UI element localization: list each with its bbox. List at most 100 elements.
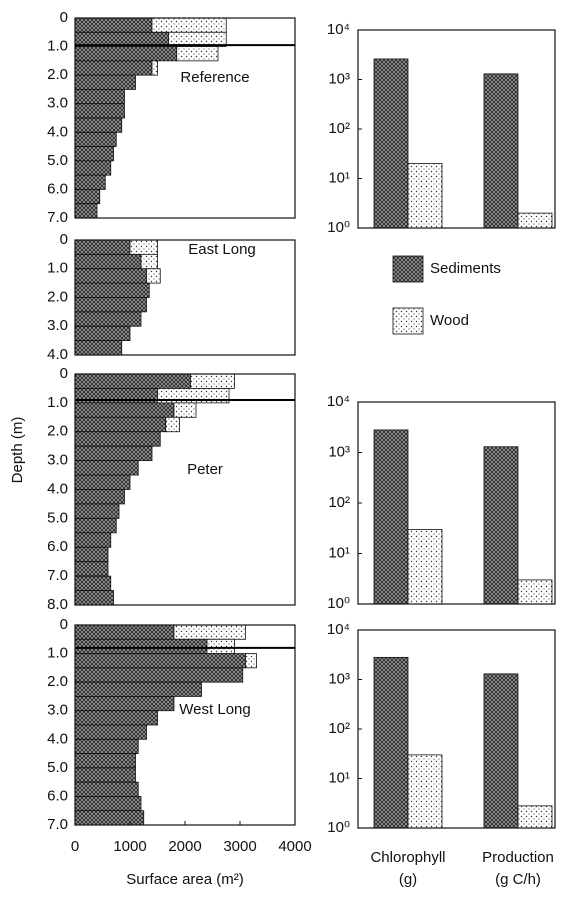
y-tick-label: 7.0 <box>47 567 68 584</box>
area-bar <box>74 60 153 76</box>
y-tick-label: 2.0 <box>47 288 68 305</box>
y-tick-label: 10³ <box>328 70 350 87</box>
y-tick-label: 10⁰ <box>327 219 350 236</box>
area-bar <box>173 402 197 418</box>
x-tick-unit: (g C/h) <box>495 871 541 888</box>
area-bar <box>74 517 117 534</box>
area-bar <box>74 532 112 548</box>
area-bar <box>74 89 125 105</box>
y-tick-label: 10¹ <box>328 769 350 786</box>
area-bar <box>74 653 246 669</box>
area-bar <box>74 681 202 697</box>
panel-frame <box>74 17 296 219</box>
x-tick-label: 4000 <box>278 838 311 855</box>
area-bar <box>74 311 142 327</box>
area-bar <box>74 624 175 640</box>
area-bar <box>74 431 161 447</box>
y-tick-label: 6.0 <box>47 538 68 555</box>
area-bar <box>74 402 175 418</box>
area-bar <box>74 561 109 577</box>
legend-label: Wood <box>430 312 469 329</box>
area-bar <box>74 575 112 591</box>
y-tick-label: 4.0 <box>47 730 68 747</box>
y-tick-label: 4.0 <box>47 480 68 497</box>
y-tick-label: 1.0 <box>47 260 68 277</box>
area-bar <box>74 103 125 119</box>
y-tick-label: 6.0 <box>47 180 68 197</box>
area-bar <box>74 710 158 726</box>
area-bar <box>74 282 150 298</box>
y-tick-label: 0 <box>60 365 68 382</box>
area-bar <box>245 653 257 669</box>
area-bar <box>74 17 153 33</box>
y-tick-label: 7.0 <box>47 816 68 833</box>
x-tick-label: 1000 <box>113 838 146 855</box>
y-tick-label: 10² <box>328 720 350 737</box>
y-tick-label: 10⁰ <box>327 595 350 612</box>
legend-label: Sediments <box>430 260 501 277</box>
y-tick-label: 4.0 <box>47 123 68 140</box>
bar <box>517 805 553 829</box>
area-bar <box>165 416 180 433</box>
area-bar <box>74 753 136 769</box>
area-bar <box>74 46 178 62</box>
area-bar <box>74 74 136 90</box>
area-bar <box>74 146 114 162</box>
bar <box>407 754 443 829</box>
y-tick-label: 2.0 <box>47 673 68 690</box>
area-bar <box>74 796 142 812</box>
area-bar <box>74 474 131 490</box>
y-axis-label: Depth (m) <box>9 417 26 484</box>
x-tick-label: 0 <box>71 838 79 855</box>
y-tick-label: 3.0 <box>47 452 68 469</box>
x-tick-label: Production <box>482 849 554 866</box>
bar <box>483 446 519 605</box>
area-bar <box>74 767 136 783</box>
area-bar <box>74 174 106 190</box>
x-tick-label: Chlorophyll <box>370 849 445 866</box>
y-tick-label: 10¹ <box>328 544 350 561</box>
area-bar <box>151 17 227 33</box>
y-tick-label: 1.0 <box>47 38 68 55</box>
bar <box>483 673 519 829</box>
area-bar <box>206 638 235 654</box>
area-bar <box>74 445 153 462</box>
panel-title: Peter <box>187 461 223 478</box>
bar <box>517 579 553 605</box>
area-bar <box>74 373 191 389</box>
area-bar <box>74 546 109 563</box>
y-tick-label: 10⁰ <box>327 819 350 836</box>
y-tick-label: 10⁴ <box>327 393 350 410</box>
x-axis-label: Surface area (m²) <box>126 871 244 888</box>
bar <box>483 73 519 229</box>
area-bar <box>74 203 98 219</box>
bar <box>373 429 409 605</box>
area-bar <box>140 253 158 270</box>
y-tick-label: 0 <box>60 9 68 26</box>
area-bar <box>74 696 175 712</box>
y-tick-label: 5.0 <box>47 152 68 169</box>
y-tick-label: 3.0 <box>47 95 68 112</box>
area-bar <box>74 810 145 826</box>
y-tick-label: 10³ <box>328 443 350 460</box>
y-tick-label: 2.0 <box>47 423 68 440</box>
panel-title: West Long <box>179 701 250 718</box>
panel-title: East Long <box>188 241 256 258</box>
y-tick-label: 0 <box>60 231 68 248</box>
area-bar <box>173 624 246 640</box>
area-bar <box>74 325 131 342</box>
area-bar <box>151 60 158 76</box>
area-bar <box>146 268 161 284</box>
legend-swatch <box>392 255 424 283</box>
y-tick-label: 1.0 <box>47 645 68 662</box>
x-tick-label: 3000 <box>223 838 256 855</box>
x-tick-unit: (g) <box>399 871 417 888</box>
area-bar <box>74 460 139 476</box>
y-tick-label: 0 <box>60 616 68 633</box>
y-tick-label: 3.0 <box>47 702 68 719</box>
area-bar <box>176 46 219 62</box>
bar <box>407 163 443 229</box>
area-bar <box>74 268 147 284</box>
area-bar <box>74 160 112 176</box>
